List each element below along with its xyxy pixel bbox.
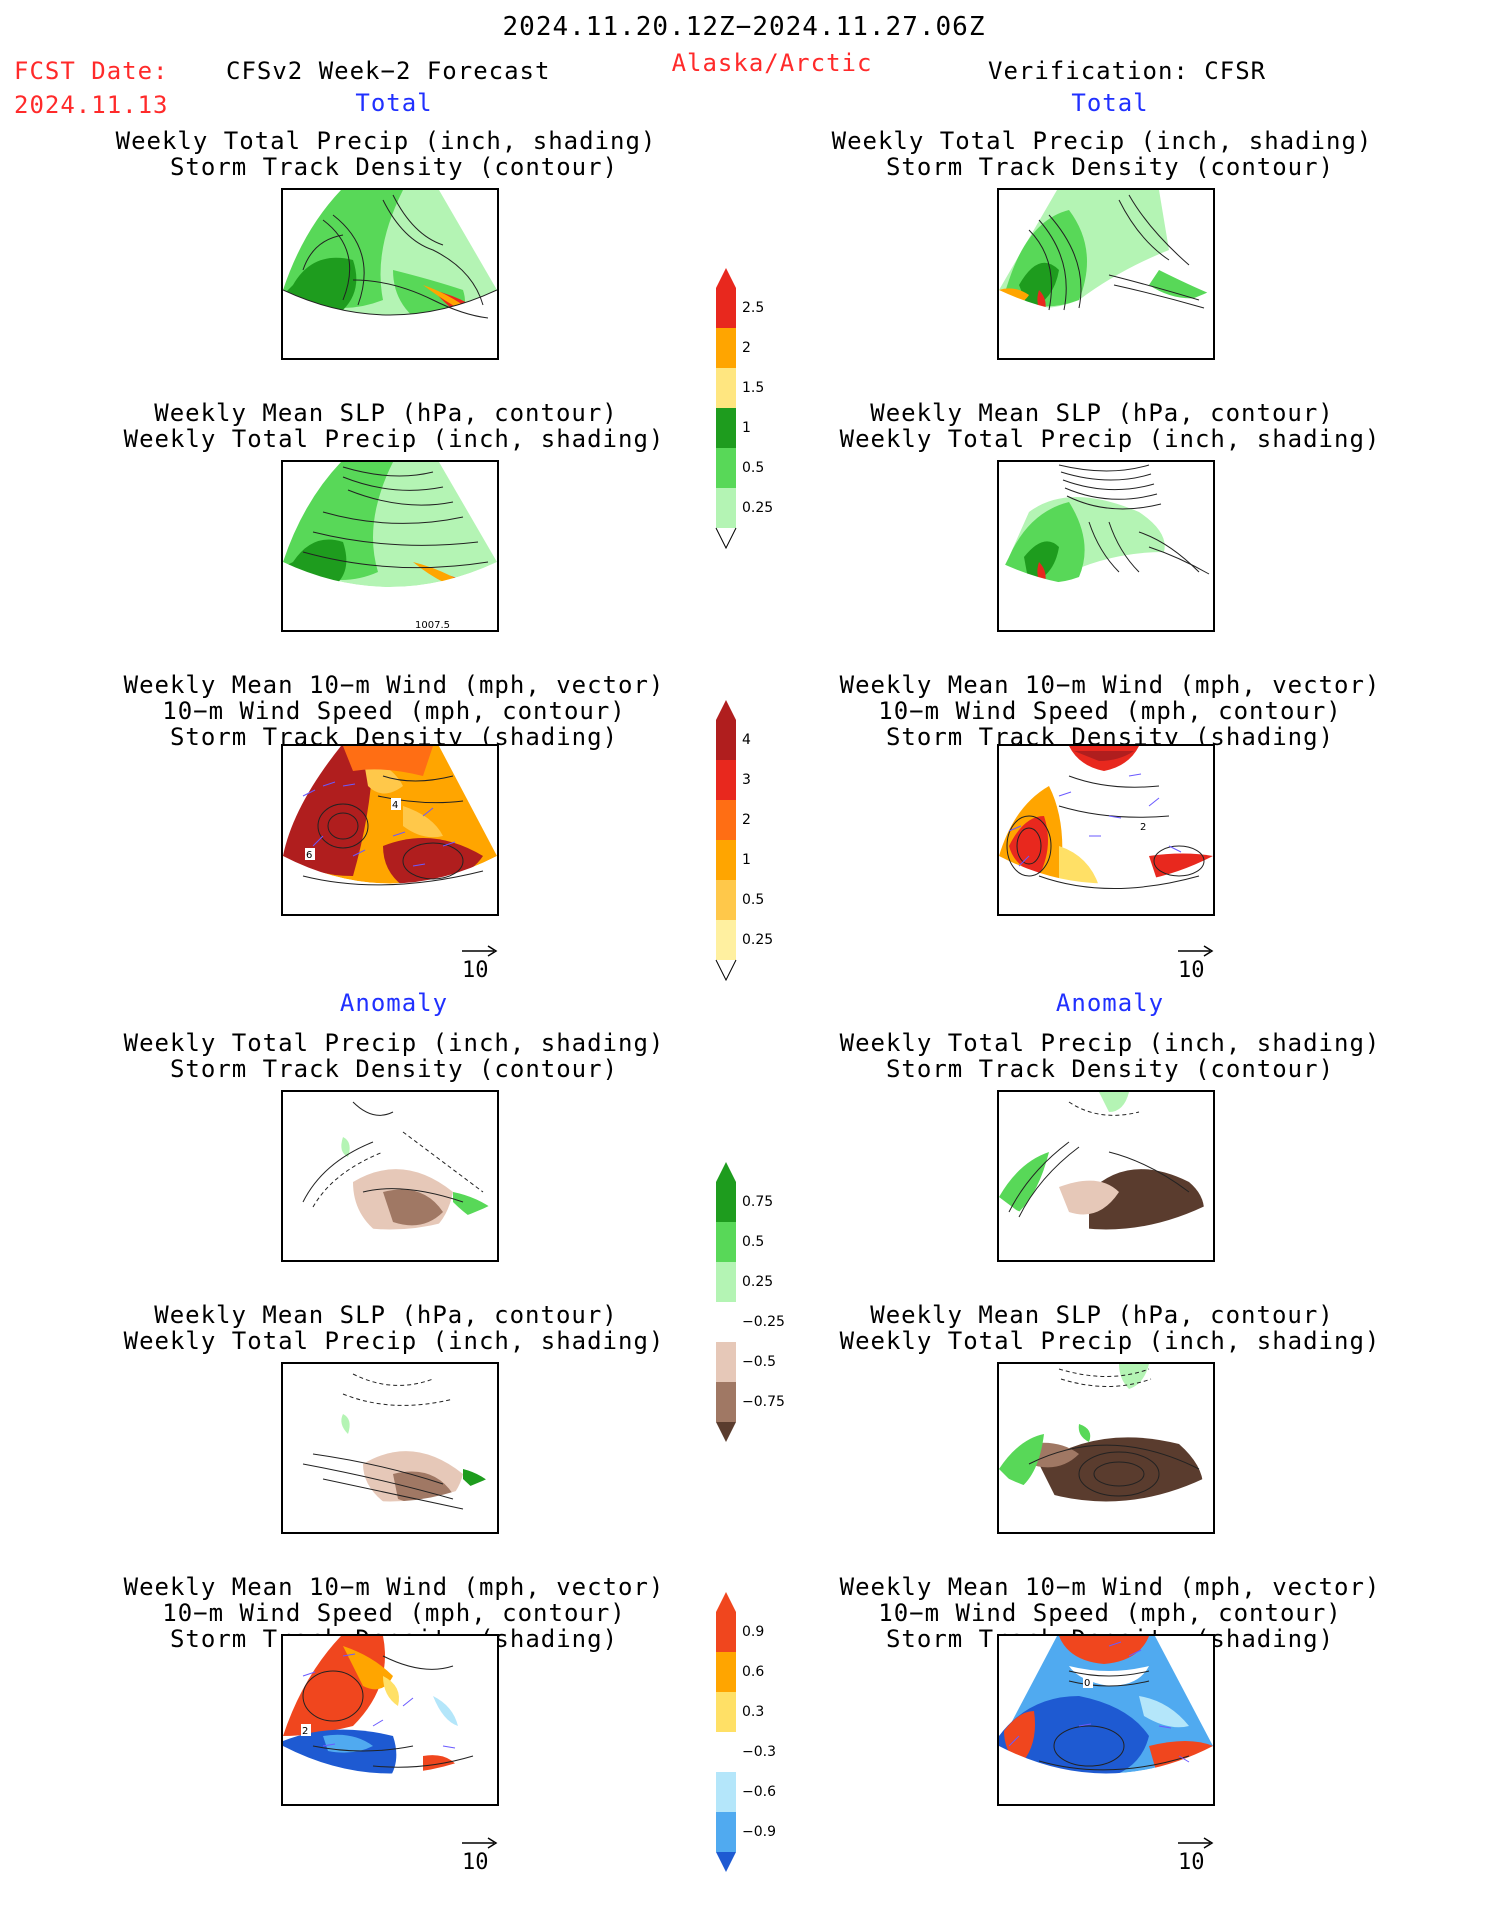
colorbar-tick: 3 (742, 772, 751, 788)
colorbar-tick: 0.5 (742, 892, 765, 908)
title-line: Weekly Total Precip (inch, shading) (831, 127, 1373, 155)
wind-anomaly-label: 0 (1084, 1678, 1090, 1689)
title-line: 10−m Wind Speed (mph, contour) (162, 1599, 626, 1627)
map-anom-precip-cfsr (997, 1090, 1215, 1262)
map-total-slp-fcst: 1007.5 (281, 460, 499, 632)
colorbar-tick: −0.9 (742, 1824, 776, 1840)
colorbar-tick: 1.5 (742, 380, 765, 396)
colorbar-tick: 1 (742, 420, 751, 436)
region-title: Alaska/Arctic (671, 49, 873, 77)
slp-contour-label: 1007.5 (415, 620, 450, 630)
title-line: Weekly Total Precip (inch, shading) (839, 1327, 1381, 1355)
colorbar-storm-track-anomaly: 0.9 0.6 0.3 −0.3 −0.6 −0.9 (716, 1592, 816, 1872)
colorbar-tick: 4 (742, 732, 751, 748)
colorbar-tick: −0.75 (742, 1394, 785, 1410)
colorbar-tick: 0.3 (742, 1704, 765, 1720)
wind-speed-label: 4 (392, 800, 398, 811)
section-anomaly-left: Anomaly (339, 989, 449, 1017)
section-total-left: Total (355, 89, 433, 117)
colorbar-tick: 1 (742, 852, 751, 868)
title-line: Weekly Mean SLP (hPa, contour) (154, 1301, 618, 1329)
wind-speed-label: 6 (306, 850, 312, 861)
vector-reference: 10 (460, 1836, 500, 1878)
title-line: Storm Track Density (contour) (885, 1055, 1335, 1083)
title-line: Weekly Mean 10−m Wind (mph, vector) (123, 671, 665, 699)
map-total-precip-fcst (281, 188, 499, 360)
title-line: 10−m Wind Speed (mph, contour) (878, 1599, 1342, 1627)
map-anom-slp-fcst (281, 1362, 499, 1534)
colorbar-total-precip: 2.5 2 1.5 1 0.5 0.25 (715, 268, 816, 550)
wind-speed-label: 2 (1140, 822, 1146, 833)
colorbar-tick: 0.5 (742, 1234, 765, 1250)
fcst-date-label: FCST Date: (14, 57, 169, 85)
vector-reference-label: 10 (1178, 1850, 1205, 1875)
title-line: Storm Track Density (contour) (885, 153, 1335, 181)
vector-reference-label: 10 (462, 1850, 489, 1875)
vector-reference-label: 10 (1178, 958, 1205, 983)
wind-anomaly-label: 2 (302, 1726, 308, 1737)
map-anom-wind-cfsr: 0 (997, 1634, 1215, 1806)
colorbar-precip-anomaly: 0.75 0.5 0.25 −0.25 −0.5 −0.75 (716, 1162, 816, 1442)
title-line: Weekly Mean SLP (hPa, contour) (154, 399, 618, 427)
vector-reference-label: 10 (462, 958, 489, 983)
title-line: Weekly Mean SLP (hPa, contour) (870, 399, 1334, 427)
map-total-precip-cfsr (997, 188, 1215, 360)
colorbar-tick: −0.3 (742, 1744, 776, 1760)
model-title: CFSv2 Week−2 Forecast (226, 57, 551, 85)
map-total-wind-fcst: 4 6 (281, 744, 499, 916)
title-line: Weekly Total Precip (inch, shading) (839, 425, 1381, 453)
title-line: Weekly Mean SLP (hPa, contour) (870, 1301, 1334, 1329)
section-anomaly-right: Anomaly (1055, 989, 1165, 1017)
map-anom-wind-fcst: 2 (281, 1634, 499, 1806)
vector-reference: 10 (1176, 1836, 1216, 1878)
title-line: Weekly Mean 10−m Wind (mph, vector) (839, 671, 1381, 699)
title-line: Storm Track Density (contour) (169, 153, 619, 181)
title-line: Weekly Total Precip (inch, shading) (839, 1029, 1381, 1057)
title-line: Weekly Mean 10−m Wind (mph, vector) (839, 1573, 1381, 1601)
title-line: Weekly Total Precip (inch, shading) (123, 1327, 665, 1355)
title-line: Weekly Total Precip (inch, shading) (123, 1029, 665, 1057)
colorbar-tick: 2 (742, 340, 751, 356)
colorbar-tick: 0.25 (742, 1274, 774, 1290)
colorbar-tick: 0.25 (742, 932, 774, 948)
map-total-wind-cfsr: 2 (997, 744, 1215, 916)
title-line: 10−m Wind Speed (mph, contour) (878, 697, 1342, 725)
colorbar-tick: 0.25 (742, 500, 774, 516)
title-line: Weekly Total Precip (inch, shading) (115, 127, 657, 155)
colorbar-storm-track-total: 4 3 2 1 0.5 0.25 (715, 700, 816, 982)
vector-reference: 10 (460, 944, 500, 986)
map-total-slp-cfsr (997, 460, 1215, 632)
fcst-date-value: 2024.11.13 (14, 91, 169, 119)
title-line: Weekly Mean 10−m Wind (mph, vector) (123, 1573, 665, 1601)
map-anom-precip-fcst (281, 1090, 499, 1262)
colorbar-tick: −0.5 (742, 1354, 776, 1370)
colorbar-tick: 0.75 (742, 1194, 774, 1210)
colorbar-tick: 0.9 (742, 1624, 765, 1640)
vector-reference: 10 (1176, 944, 1216, 986)
colorbar-tick: 0.6 (742, 1664, 765, 1680)
verification-title: Verification: CFSR (988, 57, 1267, 85)
colorbar-tick: 2 (742, 812, 751, 828)
map-anom-slp-cfsr (997, 1362, 1215, 1534)
title-line: 10−m Wind Speed (mph, contour) (162, 697, 626, 725)
section-total-right: Total (1071, 89, 1149, 117)
colorbar-tick: −0.25 (742, 1314, 785, 1330)
forecast-period: 2024.11.20.12Z−2024.11.27.06Z (502, 12, 986, 42)
colorbar-tick: 2.5 (742, 300, 765, 316)
title-line: Storm Track Density (contour) (169, 1055, 619, 1083)
colorbar-tick: −0.6 (742, 1784, 776, 1800)
colorbar-tick: 0.5 (742, 460, 765, 476)
title-line: Weekly Total Precip (inch, shading) (123, 425, 665, 453)
